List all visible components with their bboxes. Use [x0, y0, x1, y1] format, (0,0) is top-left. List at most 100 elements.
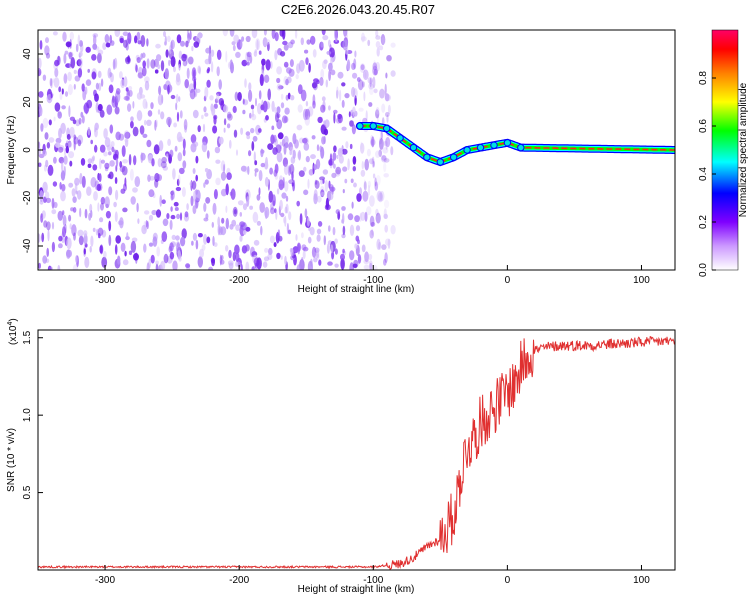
noise-speck	[50, 93, 53, 99]
noise-speck	[113, 201, 117, 208]
noise-speck	[97, 103, 103, 112]
noise-speck	[371, 228, 374, 236]
noise-speck	[270, 207, 275, 215]
noise-speck	[345, 141, 349, 149]
noise-speck	[340, 258, 345, 270]
noise-speck	[68, 214, 72, 222]
noise-speck	[355, 235, 360, 242]
noise-speck	[319, 145, 323, 153]
noise-speck	[187, 32, 191, 44]
noise-speck	[114, 211, 118, 222]
noise-speck	[123, 39, 128, 49]
noise-speck	[51, 197, 55, 209]
noise-speck	[320, 189, 325, 198]
colorbar: 0.0 0.2 0.4 0.6 0.8 Normalized spectral ampl…	[698, 29, 749, 277]
noise-speck	[265, 115, 269, 121]
noise-speck	[369, 262, 373, 270]
noise-speck	[115, 158, 119, 167]
noise-speck	[326, 50, 332, 55]
noise-speck	[390, 70, 396, 77]
noise-speck	[201, 244, 206, 251]
noise-speck	[148, 189, 155, 198]
noise-speck	[100, 78, 104, 87]
noise-speck	[220, 255, 224, 261]
figure-title: C2E6.2026.043.20.45.R07	[281, 2, 435, 17]
noise-speck	[366, 206, 372, 216]
noise-speck	[242, 203, 248, 211]
noise-speck	[278, 179, 285, 191]
colorbar-tick-label: 0.0	[698, 263, 709, 277]
noise-speck	[81, 83, 85, 92]
noise-speck	[216, 93, 220, 102]
noise-speck	[232, 44, 236, 52]
noise-speck	[66, 249, 72, 258]
noise-speck	[123, 96, 130, 101]
noise-speck	[363, 181, 367, 191]
noise-speck	[154, 179, 159, 188]
noise-speck	[296, 242, 301, 252]
noise-speck	[93, 34, 97, 46]
noise-speck	[302, 250, 306, 259]
noise-speck	[125, 87, 129, 92]
noise-speck	[42, 181, 48, 193]
noise-speck	[195, 189, 201, 202]
noise-speck	[53, 156, 57, 164]
noise-speck	[311, 82, 318, 89]
noise-speck	[378, 149, 383, 157]
noise-speck	[334, 30, 338, 40]
noise-speck	[94, 93, 99, 102]
noise-speck	[146, 58, 150, 69]
noise-speck	[44, 191, 50, 199]
noise-speck	[85, 46, 91, 53]
noise-speck	[258, 90, 262, 100]
noise-speck	[137, 40, 142, 45]
noise-speck	[260, 148, 264, 158]
noise-speck	[175, 235, 180, 241]
noise-speck	[281, 192, 287, 199]
noise-speck	[58, 86, 62, 93]
noise-speck	[136, 31, 141, 41]
noise-speck	[225, 50, 228, 63]
noise-speck	[316, 234, 321, 242]
noise-speck	[109, 160, 115, 167]
noise-speck	[46, 142, 51, 149]
noise-speck	[379, 138, 384, 150]
noise-speck	[39, 190, 44, 202]
noise-speck	[205, 213, 209, 220]
noise-speck	[130, 116, 134, 122]
noise-speck	[267, 88, 272, 101]
noise-speck	[170, 56, 176, 68]
noise-speck	[176, 73, 181, 83]
noise-speck	[384, 252, 388, 264]
noise-speck	[154, 119, 157, 131]
noise-speck	[262, 37, 268, 48]
noise-speck	[83, 105, 86, 110]
noise-speck	[255, 38, 261, 51]
noise-speck	[291, 171, 294, 181]
noise-speck	[307, 260, 313, 270]
noise-speck	[137, 72, 144, 79]
noise-speck	[173, 66, 176, 73]
noise-speck	[205, 47, 211, 54]
noise-speck	[218, 98, 224, 106]
noise-speck	[369, 215, 375, 227]
noise-speck	[179, 110, 183, 119]
noise-speck	[264, 206, 270, 219]
noise-speck	[79, 51, 83, 57]
noise-speck	[342, 166, 348, 172]
noise-speck	[257, 128, 262, 133]
noise-speck	[178, 63, 181, 71]
noise-speck	[335, 209, 340, 215]
noise-speck	[127, 32, 132, 44]
noise-speck	[87, 126, 91, 136]
noise-speck	[169, 242, 174, 252]
noise-speck	[278, 85, 284, 90]
noise-speck	[372, 65, 378, 76]
noise-speck	[48, 266, 53, 270]
noise-speck	[223, 127, 226, 133]
noise-speck	[269, 167, 273, 175]
noise-speck	[65, 41, 72, 48]
noise-speck	[286, 222, 289, 234]
noise-speck	[310, 154, 316, 160]
noise-speck	[258, 187, 261, 196]
